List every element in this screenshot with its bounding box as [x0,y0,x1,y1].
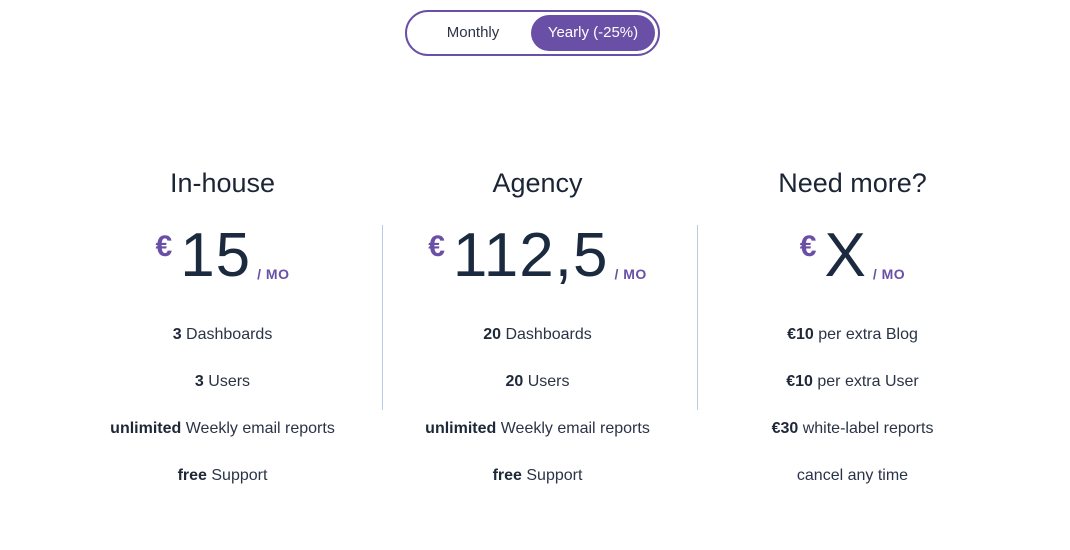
currency-symbol: € [799,230,817,263]
feature-text: Users [523,373,570,390]
plan-agency: Agency € 112,5 / MO 20 Dashboards 20 Use… [380,160,695,500]
feature-list: €10 per extra Blog €10 per extra User €3… [695,323,1010,511]
plan-name: In-house [169,168,276,198]
feature-item: cancel any time [695,464,1010,511]
plan-in-house: In-house € 15 / MO 3 Dashboards 3 Users … [65,160,380,500]
feature-highlight: 20 [505,373,524,390]
price-period: / MO [257,266,290,282]
feature-highlight: €10 [786,373,813,390]
plan-name: Agency [492,168,583,198]
feature-item: 3 Dashboards [65,323,380,370]
feature-item: 20 Dashboards [380,323,695,370]
plan-price: € 112,5 / MO [380,222,695,292]
feature-item: 20 Users [380,370,695,417]
feature-text: Dashboards [501,326,592,343]
pricing-plans: In-house € 15 / MO 3 Dashboards 3 Users … [65,160,1010,520]
feature-item: €10 per extra User [695,370,1010,417]
feature-highlight: 3 [194,373,204,390]
feature-highlight: unlimited [110,420,182,437]
feature-text: white-label reports [798,420,934,437]
feature-highlight: 20 [483,326,502,343]
feature-text: per extra Blog [813,326,918,343]
feature-list: 20 Dashboards 20 Users unlimited Weekly … [380,323,695,511]
feature-text: per extra User [812,373,919,390]
feature-highlight: unlimited [425,420,497,437]
feature-text: Dashboards [181,326,273,343]
feature-highlight: free [177,467,207,484]
feature-item: €10 per extra Blog [695,323,1010,370]
feature-text: cancel any time [796,467,909,484]
feature-item: unlimited Weekly email reports [380,417,695,464]
price-amount: 112,5 [452,221,609,290]
feature-item: €30 white-label reports [695,417,1010,464]
feature-text: Users [203,373,251,390]
currency-symbol: € [428,230,445,263]
feature-highlight: €10 [787,326,814,343]
plan-name: Need more? [778,168,927,198]
price-amount: 15 [180,221,252,290]
price-period: / MO [614,266,647,282]
price-amount: X [824,221,867,290]
feature-highlight: €30 [771,420,799,437]
plan-price: € 15 / MO [65,222,380,292]
feature-item: free Support [65,464,380,511]
price-period: / MO [872,266,906,282]
feature-list: 3 Dashboards 3 Users unlimited Weekly em… [65,323,380,511]
plan-need-more: Need more? € X / MO €10 per extra Blog €… [695,160,1010,500]
yearly-option[interactable]: Yearly (-25%) [531,15,655,51]
feature-text: Weekly email reports [496,420,650,437]
monthly-option[interactable]: Monthly [446,24,500,41]
currency-symbol: € [155,230,173,263]
feature-text: Support [521,467,583,484]
column-divider [697,225,698,410]
feature-text: Weekly email reports [181,420,335,437]
feature-highlight: 3 [172,326,182,343]
billing-toggle[interactable]: Monthly Yearly (-25%) [405,10,660,56]
feature-item: unlimited Weekly email reports [65,417,380,464]
feature-item: 3 Users [65,370,380,417]
feature-highlight: free [492,467,522,484]
feature-text: Support [206,467,268,484]
column-divider [382,225,383,410]
plan-price: € X / MO [695,222,1010,292]
feature-item: free Support [380,464,695,511]
